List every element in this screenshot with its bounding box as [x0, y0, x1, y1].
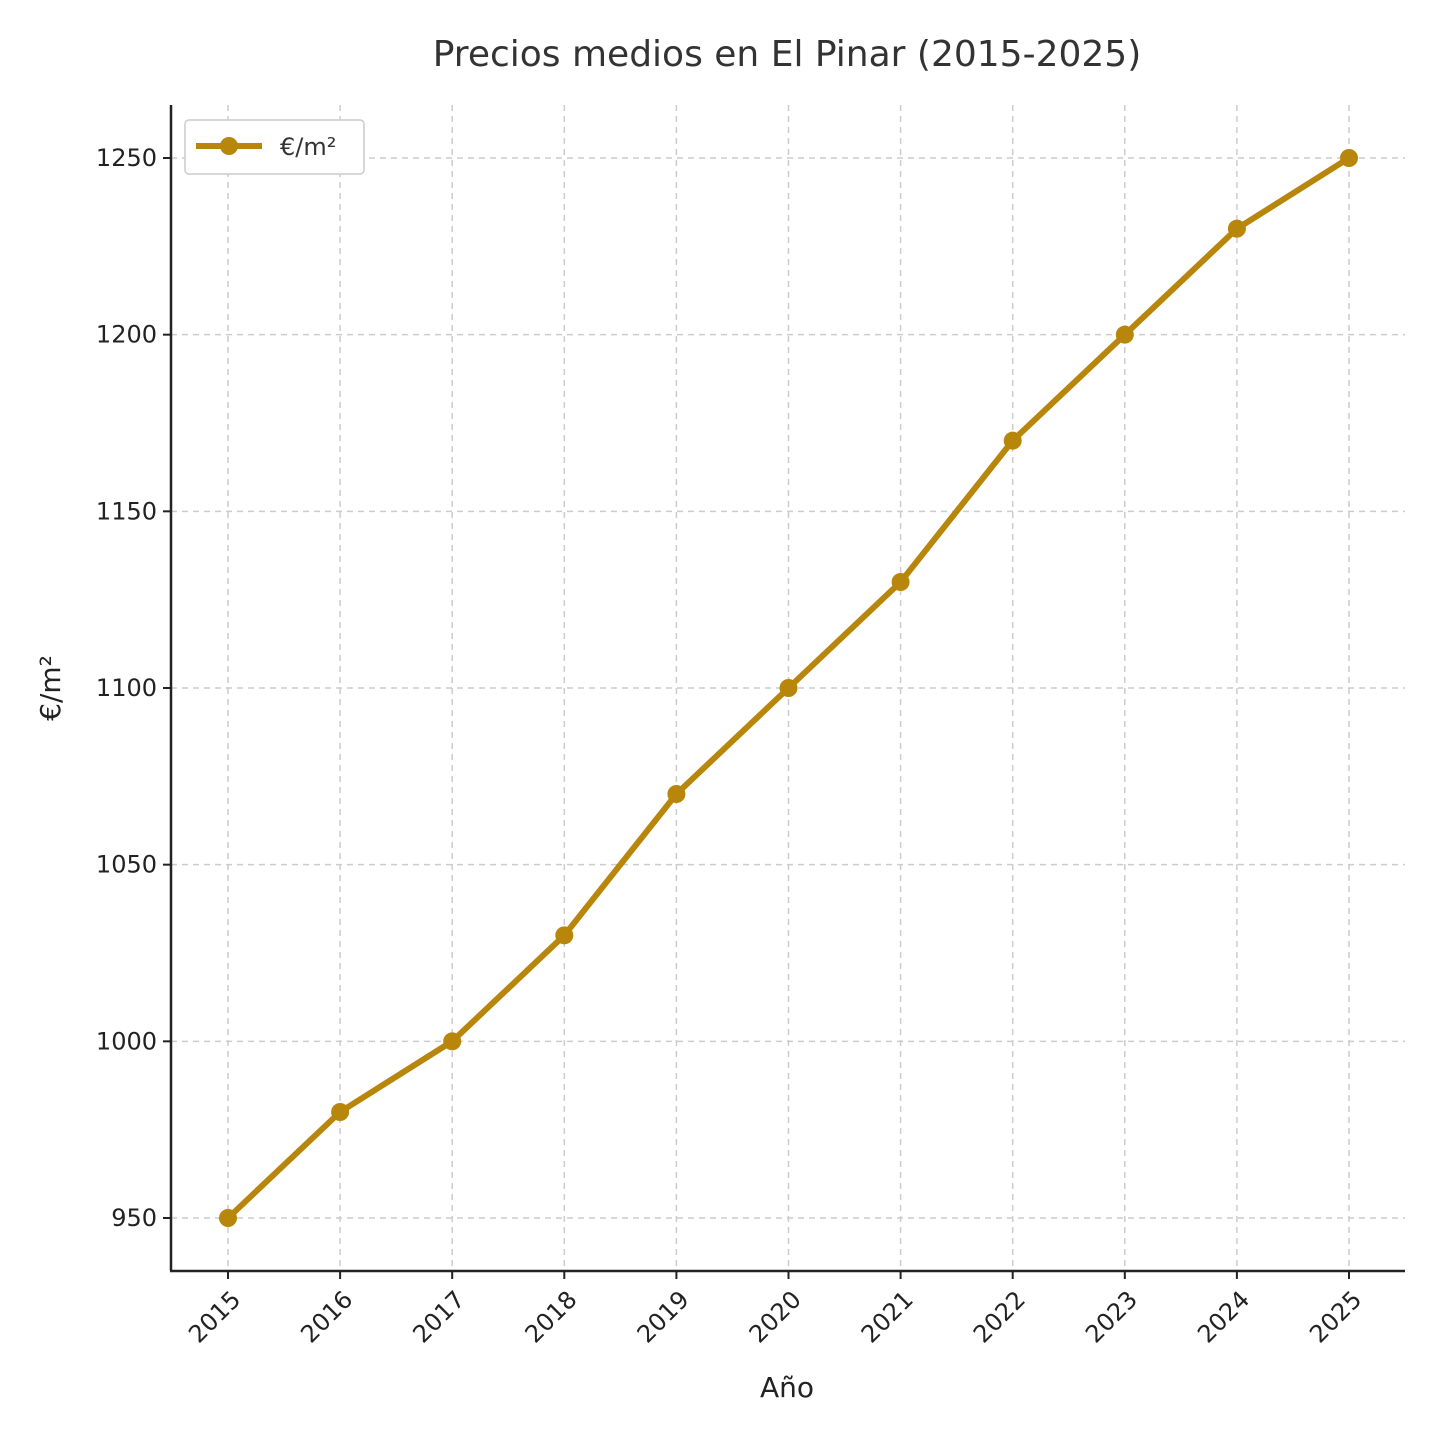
x-ticks: 2015 2016 2017 2018 2019 2020 2021 2022 2023 2024…: [183, 1271, 1367, 1348]
data-point: [555, 926, 574, 945]
data-point: [443, 1032, 462, 1051]
data-point: [891, 573, 910, 591]
y-axis-label: €/m²: [34, 655, 67, 721]
data-point: [1003, 431, 1022, 450]
legend-box: [184, 119, 365, 175]
x-tick-label: 2021: [856, 1285, 919, 1348]
x-tick-label: 2020: [744, 1285, 807, 1348]
x-tick-label: 2025: [1304, 1285, 1367, 1348]
y-tick-label: 1050: [96, 851, 157, 879]
data-point: [219, 1209, 237, 1227]
x-tick-label: 2015: [183, 1285, 246, 1348]
x-tick-label: 2019: [632, 1285, 695, 1348]
chart-title: Precios medios en El Pinar (2015-2025): [433, 34, 1142, 75]
x-tick-label: 2018: [520, 1285, 583, 1348]
y-tick-label: 1150: [96, 497, 157, 525]
data-point: [1227, 219, 1246, 238]
y-tick-label: 1250: [96, 144, 157, 172]
y-tick-label: 1200: [96, 321, 157, 349]
data-point: [331, 1103, 350, 1121]
y-tick-label: 1000: [96, 1027, 157, 1055]
y-ticks: 950 1000 1050 1100 1150 1200 1250: [96, 144, 171, 1232]
y-tick-label: 1100: [96, 674, 157, 702]
legend-entry-label: €/m²: [280, 133, 336, 161]
y-tick-label: 950: [111, 1204, 157, 1232]
x-tick-label: 2022: [968, 1285, 1031, 1348]
data-point: [779, 679, 798, 697]
legend: €/m²: [184, 119, 365, 175]
series-layer: [219, 149, 1358, 1227]
data-point: [1115, 325, 1134, 344]
x-tick-label: 2023: [1080, 1285, 1143, 1348]
x-axis-label: Año: [760, 1371, 814, 1404]
x-tick-label: 2017: [407, 1285, 470, 1348]
data-point: [1340, 149, 1358, 167]
legend-marker-swatch: [220, 137, 238, 155]
x-tick-label: 2016: [295, 1285, 358, 1348]
data-point: [667, 785, 686, 803]
x-tick-label: 2024: [1192, 1285, 1255, 1348]
